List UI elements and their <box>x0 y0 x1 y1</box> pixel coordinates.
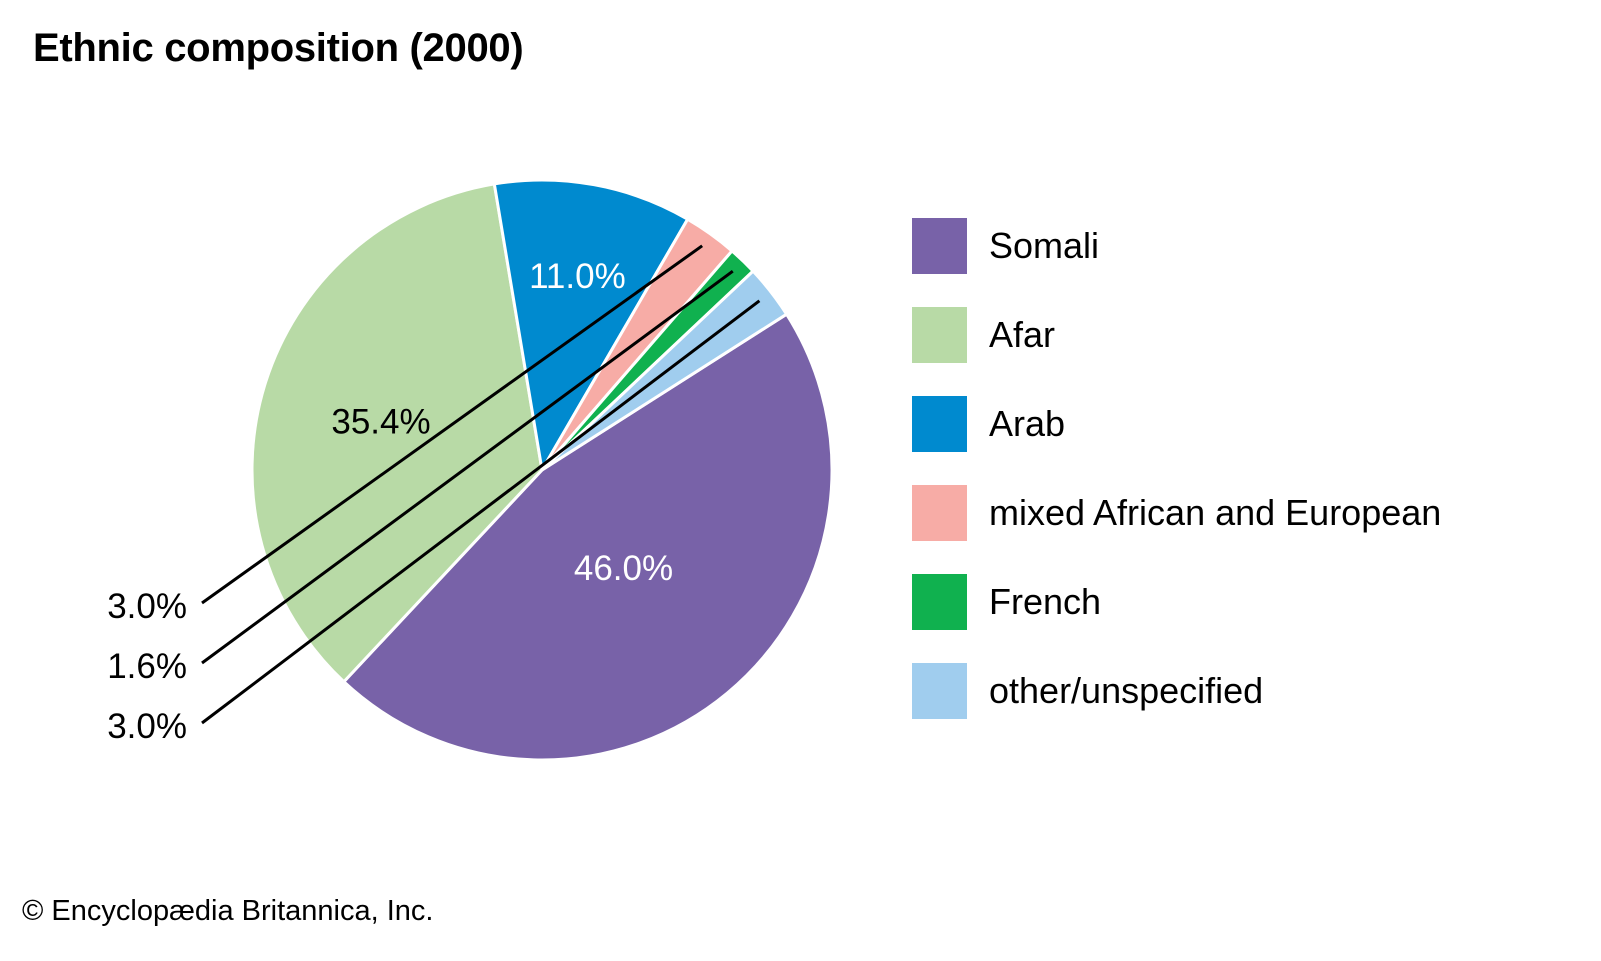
chart-title: Ethnic composition (2000) <box>33 26 524 70</box>
leader-line-french <box>201 270 734 665</box>
legend-swatch <box>912 218 967 274</box>
legend-label: French <box>989 581 1102 622</box>
legend-swatch <box>912 663 967 719</box>
legend-label: Somali <box>989 225 1100 266</box>
copyright-notice: © Encyclopædia Britannica, Inc. <box>22 895 434 927</box>
legend-swatch <box>912 485 967 541</box>
legend-item-somali: Somali <box>912 218 1552 274</box>
slice-label-other-unspecified: 3.0% <box>107 707 187 746</box>
legend-label: other/unspecified <box>989 670 1264 711</box>
legend-swatch <box>912 574 967 630</box>
slice-label-somali: 46.0% <box>574 549 673 588</box>
legend-item-other-unspecified: other/unspecified <box>912 663 1552 719</box>
legend-item-mixed-african-and-european: mixed African and European <box>912 485 1552 541</box>
pie-slices <box>250 178 834 762</box>
slice-label-afar: 35.4% <box>331 402 430 441</box>
legend-item-french: French <box>912 574 1552 630</box>
leader-line-mixed-african-and-european <box>201 244 704 605</box>
pie-slice-afar <box>250 182 544 684</box>
slice-labels: 46.0% 35.4% 11.0% 3.0% 1.6% 3.0% <box>107 257 673 746</box>
slice-label-mixed-african-and-european: 3.0% <box>107 587 187 626</box>
legend-swatch <box>912 396 967 452</box>
legend-item-arab: Arab <box>912 396 1552 452</box>
leader-lines <box>201 244 761 725</box>
legend-label: Afar <box>989 314 1056 355</box>
slice-label-arab: 11.0% <box>529 257 626 296</box>
legend-label: mixed African and European <box>989 492 1442 533</box>
slice-label-french: 1.6% <box>107 647 187 686</box>
legend-swatch <box>912 307 967 363</box>
legend-item-afar: Afar <box>912 307 1552 363</box>
pie-slice-somali <box>342 312 834 762</box>
leader-line-other-unspecified <box>201 299 761 725</box>
legend-label: Arab <box>989 403 1066 444</box>
